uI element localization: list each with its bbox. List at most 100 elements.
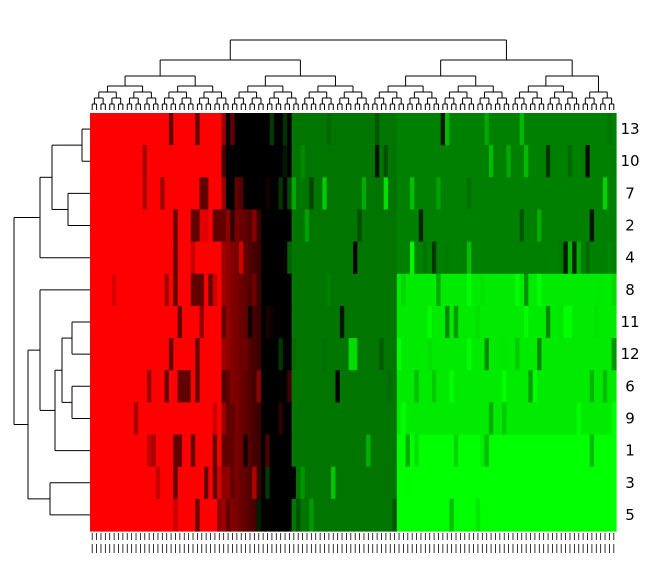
heat-cell [458,145,464,178]
heat-cell [484,498,490,532]
heat-cell [282,241,288,275]
heat-cell [357,145,363,178]
heat-cell [563,338,569,371]
heat-cell [160,177,166,211]
heat-cell [488,370,494,403]
heat-cell [278,177,284,211]
heat-cell [151,338,157,371]
heat-cell [366,113,372,146]
heat-cell [300,241,306,275]
heat-cell [541,402,547,436]
heat-cell [230,145,236,178]
heat-cell [217,370,223,403]
heat-cell [225,145,231,178]
heat-cell [155,209,161,243]
heat-cell [361,273,367,307]
heat-cell [173,370,179,403]
heat-cell [475,177,481,211]
heat-cell [94,145,100,178]
heat-cell [563,498,569,532]
heat-cell [146,273,152,307]
heat-cell [409,241,415,275]
heat-cell [405,209,411,243]
heat-cell [203,434,209,468]
heat-cell [431,498,437,532]
heat-cell [572,338,578,371]
heat-cell [589,273,595,307]
heat-cell [260,434,266,468]
heat-cell [414,305,420,339]
heat-cell [217,434,223,468]
heat-cell [230,370,236,403]
heat-cell [90,498,95,532]
heat-cell [576,177,582,211]
heat-cell [379,338,385,371]
heat-cell [129,498,135,532]
heat-cell [414,145,420,178]
heat-cell [142,113,148,146]
heat-cell [431,177,437,211]
heat-cell [458,241,464,275]
heat-cell [366,466,372,500]
heat-cell [125,434,131,468]
heat-cell [563,434,569,468]
heat-cell [357,402,363,436]
heat-cell [532,177,538,211]
heat-cell [497,209,503,243]
heat-cell [484,305,490,339]
heat-cell [510,498,516,532]
heat-cell [471,466,477,500]
heat-cell [247,241,253,275]
heat-cell [133,145,139,178]
heat-cell [313,498,319,532]
heat-cell [208,273,214,307]
heat-cell [103,370,109,403]
heat-cell [537,209,543,243]
heat-cell [151,305,157,339]
heat-cell [265,209,271,243]
heat-cell [528,466,534,500]
heat-cell [247,498,253,532]
heat-cell [142,241,148,275]
heat-cell [212,113,218,146]
heat-cell [344,466,350,500]
heat-cell [177,209,183,243]
heat-cell [331,177,337,211]
heat-cell [414,273,420,307]
heat-cell [300,466,306,500]
heat-cell [392,370,398,403]
heat-cell [572,241,578,275]
heat-cell [370,338,376,371]
heat-cell [559,273,564,307]
heat-cell [374,434,380,468]
heat-cell [247,273,253,307]
heat-cell [309,370,315,403]
heat-cell [554,241,560,275]
heat-cell [537,466,543,500]
heat-cell [488,177,494,211]
heat-cell [98,305,104,339]
heat-cell [554,305,560,339]
heat-cell [453,370,459,403]
heat-cell [111,113,117,146]
heat-cell [383,402,389,436]
heat-cell [541,338,547,371]
heat-cell [243,498,249,532]
heat-cell [160,498,166,532]
heat-cell [339,434,345,468]
heat-cell [203,241,209,275]
heat-cell [331,145,337,178]
heat-cell [212,434,218,468]
heat-cell [212,370,218,403]
heat-cell [519,434,525,468]
heat-cell [234,498,240,532]
heat-cell [361,305,367,339]
heat-cell [528,145,534,178]
heat-cell [528,209,534,243]
heat-cell [278,370,284,403]
heat-cell [453,498,459,532]
heat-cell [607,338,613,371]
heat-cell [383,113,389,146]
heat-cell [409,370,415,403]
heat-cell [348,145,354,178]
